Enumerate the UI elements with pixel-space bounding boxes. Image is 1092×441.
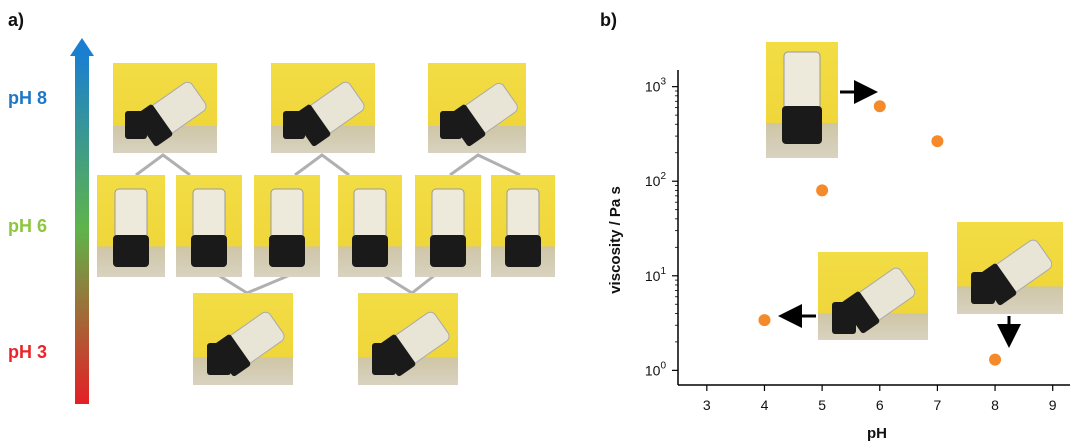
y-axis-title: viscosity / Pa s xyxy=(607,186,624,294)
data-point xyxy=(758,314,771,327)
viscosity-ph-chart: 3 4 5 6 7 8 9 100 101 102 103 pH viscosity / Pa s xyxy=(607,70,1070,441)
vial-photo-mid-3 xyxy=(254,175,320,277)
vial-photo-bottom-2 xyxy=(358,293,458,385)
x-tick-label: 6 xyxy=(876,397,884,413)
x-tick-label: 7 xyxy=(934,397,942,413)
vial-photo-mid-2 xyxy=(176,175,242,277)
x-tick-label: 5 xyxy=(818,397,826,413)
inset-photo-ph8 xyxy=(957,222,1063,314)
y-tick-label: 101 xyxy=(645,266,667,284)
data-point xyxy=(873,100,886,113)
x-axis-title: pH xyxy=(867,425,887,441)
ph-level-label-6: pH 6 xyxy=(8,216,48,236)
x-tick-label: 3 xyxy=(703,397,711,413)
y-tick-label: 103 xyxy=(645,77,667,95)
data-point xyxy=(816,184,829,197)
ph-level-label-8: pH 8 xyxy=(8,88,48,108)
vial-photo-top-3 xyxy=(428,63,526,153)
x-tick-label: 9 xyxy=(1049,397,1057,413)
x-tick-label: 4 xyxy=(761,397,769,413)
data-point xyxy=(931,135,944,148)
ph-gradient-arrow xyxy=(70,38,94,404)
panel-a-label: a) xyxy=(8,10,25,30)
vial-photo-mid-6 xyxy=(491,175,555,277)
vial-photo-bottom-1 xyxy=(193,293,293,385)
vial-photo-top-1 xyxy=(113,63,217,153)
vial-photo-mid-4 xyxy=(338,175,402,277)
data-point xyxy=(989,353,1002,366)
ph-level-label-3: pH 3 xyxy=(8,342,48,362)
vial-photo-mid-5 xyxy=(415,175,481,277)
vial-photo-top-2 xyxy=(271,63,375,153)
vial-photo-mid-1 xyxy=(97,175,165,277)
inset-photo-ph4 xyxy=(818,252,928,340)
y-tick-label: 100 xyxy=(645,360,667,378)
y-tick-label: 102 xyxy=(645,171,667,189)
inset-photo-ph6 xyxy=(766,42,838,158)
panel-b-label: b) xyxy=(600,10,617,30)
x-tick-label: 8 xyxy=(991,397,999,413)
